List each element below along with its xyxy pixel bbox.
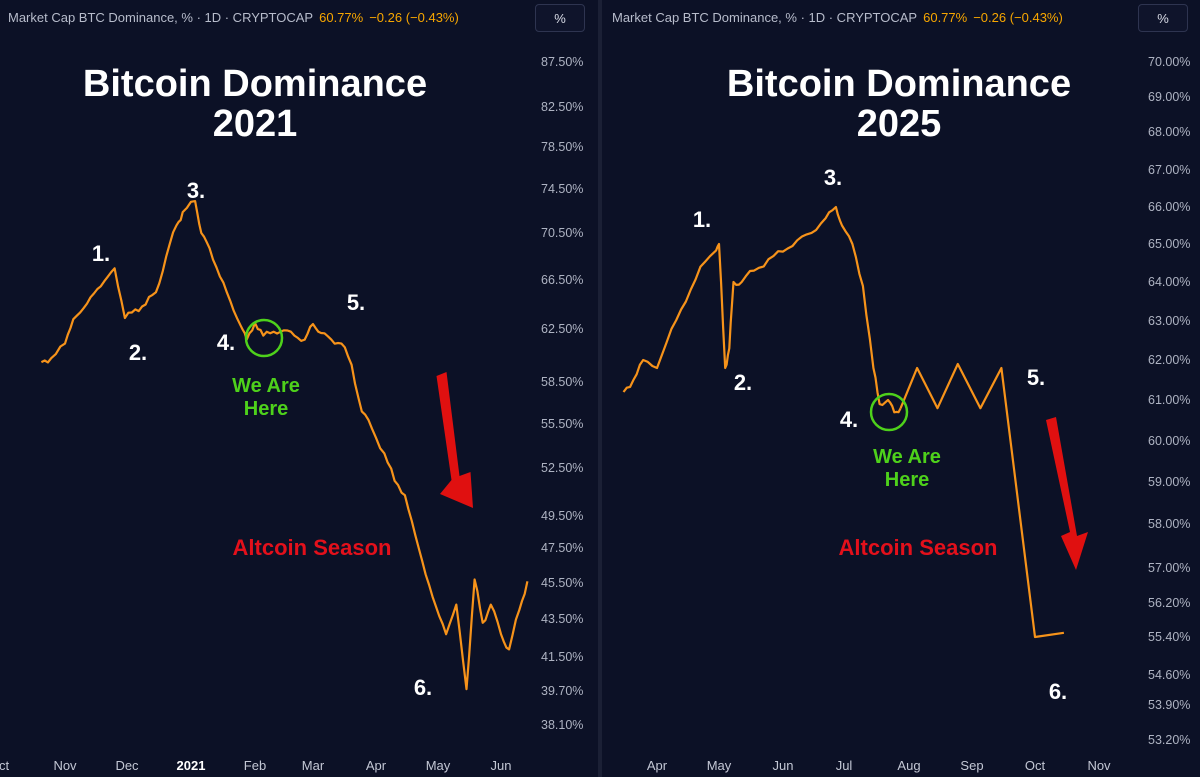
y-axis-tick-label: 45.50% bbox=[541, 576, 583, 590]
symbol-name: Market Cap BTC Dominance, % · 1D · CRYPT… bbox=[612, 10, 918, 25]
panel-divider bbox=[598, 0, 602, 777]
y-axis-tick-label: 38.10% bbox=[541, 718, 583, 732]
x-axis-tick-label: Dec bbox=[115, 758, 139, 773]
x-axis-tick-label: Oct bbox=[1025, 758, 1046, 773]
y-axis-tick-label: 58.50% bbox=[541, 375, 583, 389]
point-annotation: 6. bbox=[1049, 679, 1067, 704]
x-axis-tick-label: 2021 bbox=[177, 758, 206, 773]
y-axis-tick-label: 66.00% bbox=[1148, 200, 1190, 214]
x-axis-tick-label: Feb bbox=[244, 758, 266, 773]
x-axis-tick-label: Nov bbox=[1087, 758, 1111, 773]
we-are-here-label-line1: We Are bbox=[873, 446, 941, 468]
altcoin-season-label: Altcoin Season bbox=[839, 535, 998, 560]
y-axis-tick-label: 47.50% bbox=[541, 541, 583, 555]
chart-title-year: 2021 bbox=[212, 103, 298, 145]
x-axis-tick-label: Jun bbox=[773, 758, 794, 773]
point-annotation: 2. bbox=[129, 340, 147, 365]
y-axis-tick-label: 59.00% bbox=[1148, 475, 1190, 489]
point-annotation: 6. bbox=[414, 675, 432, 700]
y-axis-tick-label: 43.50% bbox=[541, 612, 583, 626]
current-position-circle bbox=[244, 318, 284, 358]
y-axis-tick-label: 63.00% bbox=[1148, 314, 1190, 328]
x-axis-tick-label: Jul bbox=[836, 758, 853, 773]
point-annotation: 3. bbox=[824, 165, 842, 190]
y-axis-tick-label: 67.00% bbox=[1148, 163, 1190, 177]
point-annotation: 5. bbox=[1027, 365, 1045, 390]
we-are-here-label-line2: Here bbox=[244, 398, 288, 420]
chart-title-year: 2025 bbox=[856, 103, 942, 145]
y-axis-tick-label: 55.40% bbox=[1148, 630, 1190, 644]
chart-panel-2021[interactable]: Market Cap BTC Dominance, % · 1D · CRYPT… bbox=[0, 0, 598, 777]
chart-title: Bitcoin Dominance 2021 bbox=[45, 64, 465, 144]
x-axis-tick-label: Sep bbox=[960, 758, 983, 773]
y-axis-tick-label: 58.00% bbox=[1148, 517, 1190, 531]
point-annotation: 4. bbox=[840, 407, 858, 432]
projection-line bbox=[899, 362, 1065, 639]
y-axis-tick-label: 68.00% bbox=[1148, 125, 1190, 139]
x-axis-tick-label: Jun bbox=[491, 758, 512, 773]
symbol-header: Market Cap BTC Dominance, % · 1D · CRYPT… bbox=[612, 10, 1063, 25]
y-axis-tick-label: 78.50% bbox=[541, 140, 583, 154]
x-axis-tick-label: Nov bbox=[53, 758, 77, 773]
y-axis-tick-label: 70.50% bbox=[541, 226, 583, 240]
point-annotation: 1. bbox=[693, 207, 711, 232]
we-are-here-label-line1: We Are bbox=[232, 375, 300, 397]
y-axis-tick-label: 60.00% bbox=[1148, 434, 1190, 448]
y-axis-tick-label: 52.50% bbox=[541, 461, 583, 475]
y-axis-tick-label: 64.00% bbox=[1148, 275, 1190, 289]
chart-2021: 87.50% 82.50% 78.50% 74.50% 70.50% 66.50% 62.5… bbox=[0, 55, 583, 773]
y-axis-tick-label: 56.20% bbox=[1148, 596, 1190, 610]
chart-title: Bitcoin Dominance 2025 bbox=[689, 64, 1109, 144]
symbol-name: Market Cap BTC Dominance, % · 1D · CRYPT… bbox=[8, 10, 314, 25]
chart-2025: 70.00% 69.00% 68.00% 67.00% 66.00% 65.00% 64.0… bbox=[622, 55, 1190, 773]
x-axis-tick-label: Apr bbox=[366, 758, 387, 773]
x-axis-tick-label: Mar bbox=[302, 758, 325, 773]
percent-scale-button[interactable]: % bbox=[1138, 4, 1188, 32]
y-axis-tick-label: 82.50% bbox=[541, 100, 583, 114]
symbol-price: 60.77% bbox=[923, 10, 968, 25]
y-axis-tick-label: 55.50% bbox=[541, 417, 583, 431]
percent-scale-button[interactable]: % bbox=[535, 4, 585, 32]
symbol-header: Market Cap BTC Dominance, % · 1D · CRYPT… bbox=[8, 10, 459, 25]
chart-panel-2025[interactable]: Market Cap BTC Dominance, % · 1D · CRYPT… bbox=[602, 0, 1200, 777]
x-axis-tick-label: Aug bbox=[897, 758, 920, 773]
point-annotation: 5. bbox=[347, 290, 365, 315]
dominance-line bbox=[622, 205, 902, 414]
y-axis-tick-label: 62.50% bbox=[541, 322, 583, 336]
symbol-change: −0.26 (−0.43%) bbox=[973, 10, 1063, 25]
we-are-here-label-line2: Here bbox=[885, 469, 929, 491]
point-annotation: 2. bbox=[734, 370, 752, 395]
symbol-price: 60.77% bbox=[319, 10, 364, 25]
point-annotation: 3. bbox=[187, 178, 205, 203]
y-axis-tick-label: 87.50% bbox=[541, 55, 583, 69]
y-axis-tick-label: 65.00% bbox=[1148, 237, 1190, 251]
chart-title-text: Bitcoin Dominance bbox=[726, 63, 1072, 105]
x-axis-tick-label: Apr bbox=[647, 758, 668, 773]
altcoin-season-label: Altcoin Season bbox=[233, 535, 392, 560]
current-position-circle bbox=[869, 392, 909, 432]
y-axis-tick-label: 61.00% bbox=[1148, 393, 1190, 407]
x-axis-tick-label: ct bbox=[0, 758, 9, 773]
point-annotation: 4. bbox=[217, 330, 235, 355]
y-axis-tick-label: 62.00% bbox=[1148, 353, 1190, 367]
y-axis-tick-label: 39.70% bbox=[541, 684, 583, 698]
y-axis-tick-label: 54.60% bbox=[1148, 668, 1190, 682]
y-axis-tick-label: 41.50% bbox=[541, 650, 583, 664]
point-annotation: 1. bbox=[92, 241, 110, 266]
down-arrow-icon bbox=[1046, 417, 1088, 570]
y-axis-tick-label: 53.90% bbox=[1148, 698, 1190, 712]
x-axis-tick-label: May bbox=[707, 758, 732, 773]
down-arrow-icon bbox=[436, 372, 473, 508]
y-axis-tick-label: 70.00% bbox=[1148, 55, 1190, 69]
dominance-line bbox=[40, 200, 529, 691]
x-axis-tick-label: May bbox=[426, 758, 451, 773]
y-axis-tick-label: 49.50% bbox=[541, 509, 583, 523]
y-axis-tick-label: 66.50% bbox=[541, 273, 583, 287]
y-axis-tick-label: 74.50% bbox=[541, 182, 583, 196]
y-axis-tick-label: 69.00% bbox=[1148, 90, 1190, 104]
y-axis-tick-label: 57.00% bbox=[1148, 561, 1190, 575]
chart-title-text: Bitcoin Dominance bbox=[82, 63, 428, 105]
y-axis-tick-label: 53.20% bbox=[1148, 733, 1190, 747]
symbol-change: −0.26 (−0.43%) bbox=[369, 10, 459, 25]
